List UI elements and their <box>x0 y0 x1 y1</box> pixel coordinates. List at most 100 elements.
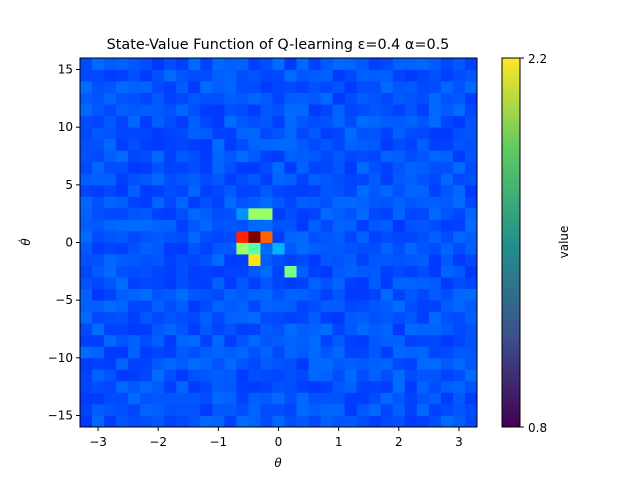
heatmap-cell <box>212 150 225 163</box>
heatmap-cell <box>188 265 201 278</box>
heatmap-cell <box>404 138 418 151</box>
heatmap-cell <box>224 323 237 336</box>
heatmap-cell <box>464 392 478 405</box>
heatmap-cell <box>320 58 334 70</box>
heatmap-cell <box>368 392 382 405</box>
heatmap-cell <box>428 403 442 416</box>
heatmap-cell <box>368 300 382 313</box>
heatmap-cell <box>356 138 370 151</box>
heatmap-cell <box>320 357 334 370</box>
heatmap-cell <box>296 196 309 209</box>
heatmap-cell <box>428 334 442 347</box>
heatmap-cell <box>344 104 358 117</box>
heatmap-cell <box>308 242 322 255</box>
heatmap-cell <box>152 334 165 347</box>
heatmap-cell <box>152 58 165 70</box>
heatmap-cell <box>404 115 418 128</box>
heatmap-cell <box>260 254 273 266</box>
heatmap-cell <box>380 81 394 93</box>
heatmap-cell <box>380 219 394 232</box>
heatmap-cell <box>212 81 225 93</box>
heatmap-cell <box>152 346 165 359</box>
y-tick-label: 10 <box>58 120 73 134</box>
heatmap-cell <box>128 415 141 428</box>
heatmap-cell <box>128 92 141 105</box>
heatmap-cell <box>92 173 105 186</box>
heatmap-cell <box>212 311 225 324</box>
heatmap-cell <box>116 380 129 393</box>
heatmap-cell <box>80 207 93 220</box>
heatmap-cell <box>80 334 93 347</box>
heatmap-cell <box>92 219 105 232</box>
heatmap-cell <box>452 230 466 243</box>
heatmap-cell <box>452 58 466 70</box>
heatmap-cell <box>404 254 418 266</box>
heatmap-cell <box>308 150 322 163</box>
heatmap-cell <box>428 346 442 359</box>
heatmap-cell <box>152 207 165 220</box>
heatmap-cell <box>116 277 129 290</box>
heatmap-cell <box>452 127 466 140</box>
heatmap-cell <box>200 288 213 301</box>
heatmap-cell <box>80 104 93 117</box>
heatmap-cell <box>440 173 454 186</box>
heatmap-cell <box>200 104 213 117</box>
heatmap-cell <box>212 392 225 405</box>
heatmap-cell <box>176 184 189 197</box>
heatmap-cell <box>356 173 370 186</box>
heatmap-cell <box>464 277 478 290</box>
heatmap-cell <box>344 184 358 197</box>
heatmap-cell <box>164 277 177 290</box>
heatmap-cell <box>344 380 358 393</box>
heatmap-cell <box>248 150 261 163</box>
heatmap-cell <box>428 230 442 243</box>
heatmap-cell <box>164 115 177 128</box>
heatmap-cell <box>92 403 105 416</box>
heatmap-cell <box>224 138 237 151</box>
heatmap-cell <box>272 277 285 290</box>
heatmap-cell <box>332 115 346 128</box>
heatmap-cell <box>284 127 297 140</box>
heatmap-cell <box>356 127 370 140</box>
heatmap-cell <box>200 346 213 359</box>
heatmap-cell <box>428 173 442 186</box>
heatmap-cell <box>140 334 153 347</box>
heatmap-cell <box>380 161 394 174</box>
heatmap-cell <box>308 69 322 82</box>
heatmap-cell <box>176 288 189 301</box>
heatmap-cell <box>452 92 466 105</box>
heatmap-cell <box>128 161 141 174</box>
heatmap-cell <box>356 357 370 370</box>
heatmap-cell <box>260 242 273 255</box>
heatmap-cell <box>188 104 201 117</box>
heatmap-cell <box>380 92 394 105</box>
heatmap-cell <box>464 81 478 93</box>
heatmap-cell <box>296 415 309 428</box>
heatmap-cell <box>404 196 418 209</box>
heatmap-cell <box>356 392 370 405</box>
heatmap-cell <box>308 196 322 209</box>
heatmap-cell <box>260 357 273 370</box>
heatmap-cell <box>140 219 153 232</box>
heatmap-cell <box>152 369 165 382</box>
heatmap-cell <box>164 380 177 393</box>
heatmap-cell <box>452 150 466 163</box>
heatmap-cell <box>464 334 478 347</box>
heatmap-cell <box>464 196 478 209</box>
heatmap-cell <box>152 380 165 393</box>
heatmap-cell <box>392 207 406 220</box>
heatmap-cell <box>236 300 249 313</box>
heatmap-cell <box>404 92 418 105</box>
heatmap-cell <box>368 242 382 255</box>
heatmap-cell <box>464 161 478 174</box>
heatmap-cell <box>452 300 466 313</box>
heatmap-cell <box>116 265 129 278</box>
heatmap-cell <box>332 58 346 70</box>
heatmap-cell <box>104 311 117 324</box>
heatmap-cell <box>140 184 153 197</box>
heatmap-cell <box>224 173 237 186</box>
heatmap-cell <box>452 196 466 209</box>
heatmap-cell <box>416 104 430 117</box>
heatmap-cell <box>416 288 430 301</box>
heatmap-cell <box>368 254 382 266</box>
